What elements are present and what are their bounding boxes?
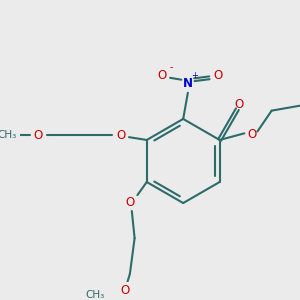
Text: -: - bbox=[169, 62, 173, 73]
Text: +: + bbox=[191, 71, 198, 80]
Text: O: O bbox=[213, 69, 222, 82]
Text: O: O bbox=[116, 129, 125, 142]
Text: O: O bbox=[121, 284, 130, 297]
Text: CH₃: CH₃ bbox=[0, 130, 16, 140]
Text: O: O bbox=[235, 98, 244, 111]
Text: O: O bbox=[157, 69, 166, 82]
Text: O: O bbox=[34, 129, 43, 142]
Text: O: O bbox=[125, 196, 135, 209]
Text: CH₃: CH₃ bbox=[86, 290, 105, 300]
Text: N: N bbox=[183, 77, 193, 90]
Text: O: O bbox=[247, 128, 256, 141]
